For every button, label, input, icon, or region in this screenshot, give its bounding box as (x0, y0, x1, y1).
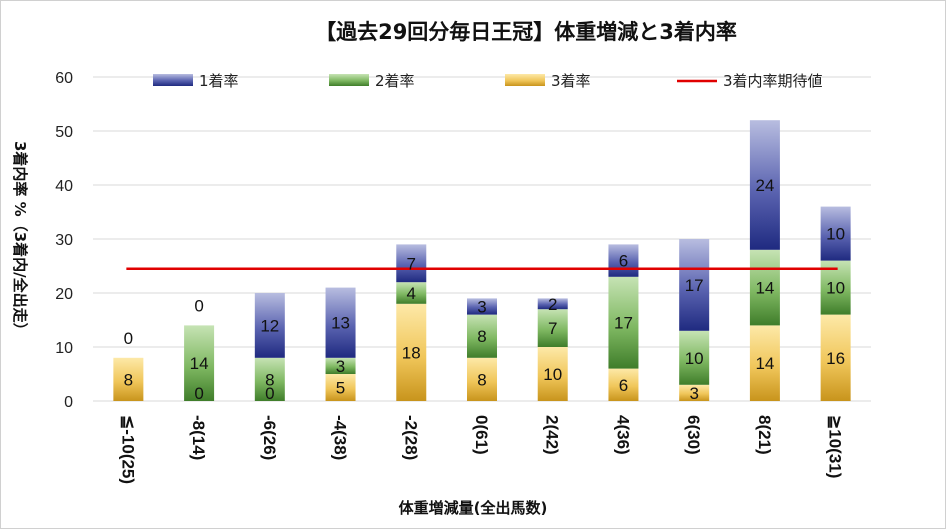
bar-2nd (325, 357, 356, 374)
y-tick-label: 20 (55, 286, 73, 303)
bar-1st (537, 298, 568, 310)
x-tick-label: 8(21) (755, 415, 774, 455)
legend-swatch-2nd (329, 74, 369, 86)
data-label-3rd: 10 (543, 365, 562, 384)
bar-3rd (679, 384, 710, 401)
bar-1st (749, 120, 780, 250)
data-label-1st: 6 (619, 252, 628, 271)
data-label-2nd: 8 (265, 370, 274, 389)
bar-2nd (537, 309, 568, 347)
bar-2nd (467, 314, 497, 358)
bar-2nd (749, 249, 780, 326)
x-tick-label: ≦-10(25) (118, 415, 137, 484)
x-tick-label: -8(14) (189, 415, 208, 460)
bar-2nd (608, 276, 639, 369)
x-axis-label: 体重増減量(全出馬数) (399, 499, 548, 517)
data-label-2nd: 10 (826, 279, 845, 298)
legend-swatch-1st (153, 74, 193, 86)
data-label-3rd: 14 (755, 354, 774, 373)
data-label-1st: 7 (407, 254, 416, 273)
legend-label-expected: 3着内率期待値 (723, 72, 823, 90)
legend: 1着率 2着率 3着率 3着内率期待値 (153, 72, 823, 90)
bar-2nd (679, 330, 710, 385)
data-label-3rd: 3 (689, 384, 698, 403)
x-tick-label: ≧10(31) (826, 415, 845, 478)
data-label-2nd: 10 (685, 349, 704, 368)
data-label-2nd: 8 (477, 327, 486, 346)
x-tick-label: 0(61) (472, 415, 491, 455)
bar-1st (608, 244, 639, 277)
bar-3rd (325, 374, 356, 401)
y-axis-ticks: 0 10 20 30 40 50 60 (55, 70, 73, 411)
y-axis-label: 3着内率 %（3着内/全出走） (11, 141, 29, 338)
data-label-2nd: 14 (755, 279, 774, 298)
data-label-2nd: 3 (336, 357, 345, 376)
data-label-1st: 0 (124, 329, 133, 348)
y-tick-label: 60 (55, 70, 73, 87)
x-tick-label: 6(30) (684, 415, 703, 455)
data-label-1st: 0 (194, 296, 203, 315)
x-tick-label: 4(36) (613, 415, 632, 455)
bar-1st (679, 239, 710, 331)
data-label-3rd: 16 (826, 349, 845, 368)
x-axis-ticks: ≦-10(25) -8(14) -6(26) -4(38) -2(28) 0(61) 2(4… (118, 415, 844, 484)
bar-2nd (254, 357, 285, 401)
data-label-3rd: 18 (402, 343, 421, 362)
y-tick-label: 10 (55, 340, 73, 357)
y-tick-label: 40 (55, 178, 73, 195)
bar-1st (467, 298, 497, 315)
y-tick-label: 0 (64, 394, 73, 411)
bar-2nd (396, 282, 427, 304)
legend-label-2nd: 2着率 (375, 72, 415, 90)
legend-swatch-3rd (505, 74, 545, 86)
gridlines (93, 76, 871, 402)
data-label-3rd: 0 (265, 384, 274, 403)
y-tick-label: 50 (55, 124, 73, 141)
data-label-3rd: 5 (336, 379, 345, 398)
data-label-1st: 10 (826, 225, 845, 244)
data-label-1st: 24 (755, 176, 774, 195)
bar-3rd (467, 357, 497, 401)
data-label-1st: 17 (685, 276, 704, 295)
chart-title: 【過去29回分毎日王冠】体重増減と3着内率 (315, 20, 737, 44)
legend-label-1st: 1着率 (199, 72, 239, 90)
data-label-3rd: 8 (124, 370, 133, 389)
data-label-3rd: 8 (477, 370, 486, 389)
data-label-1st: 2 (548, 295, 557, 314)
data-label-2nd: 17 (614, 314, 633, 333)
bar-3rd (608, 368, 639, 401)
data-label-2nd: 14 (190, 354, 209, 373)
bars (113, 120, 851, 401)
bar-2nd (184, 325, 215, 401)
data-label-1st: 12 (260, 316, 279, 335)
x-tick-label: 2(42) (543, 415, 562, 455)
x-tick-label: -2(28) (401, 415, 420, 460)
data-label-2nd: 7 (548, 319, 557, 338)
bar-1st (254, 293, 285, 358)
bar-3rd (820, 314, 851, 401)
data-label-1st: 13 (331, 314, 350, 333)
bar-3rd (749, 325, 780, 401)
bar-3rd (537, 347, 568, 401)
bar-1st (396, 244, 427, 283)
data-labels: 8001400812531318478831072617631017141424… (124, 176, 845, 403)
x-tick-label: -6(26) (260, 415, 279, 460)
data-label-3rd: 0 (194, 384, 203, 403)
x-tick-label: -4(38) (331, 415, 350, 460)
legend-label-3rd: 3着率 (551, 72, 591, 90)
bar-3rd (396, 303, 427, 401)
bar-1st (325, 287, 356, 358)
bar-1st (820, 206, 851, 261)
data-label-1st: 3 (477, 298, 486, 317)
y-tick-label: 30 (55, 232, 73, 249)
data-label-3rd: 6 (619, 376, 628, 395)
bar-3rd (113, 357, 144, 401)
data-label-2nd: 4 (407, 284, 416, 303)
